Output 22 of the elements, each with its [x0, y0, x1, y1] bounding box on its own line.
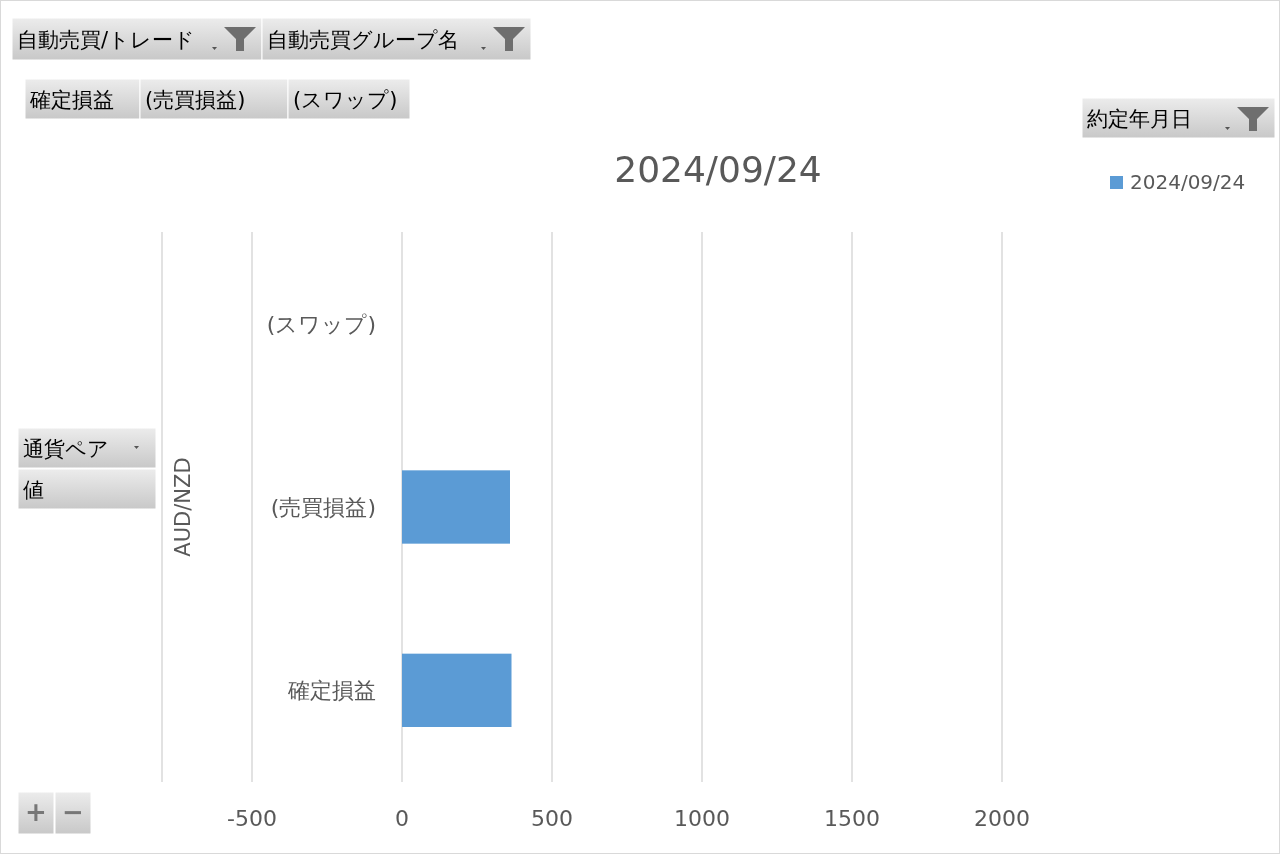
text: +: [25, 797, 47, 827]
legend-label: 2024/09/24: [1130, 170, 1246, 194]
text: (スワップ): [293, 88, 398, 112]
text: −: [62, 797, 84, 827]
x-tick-label: 500: [531, 806, 573, 831]
x-tick-label: -500: [227, 806, 277, 831]
x-tick-label: 1500: [824, 806, 880, 831]
text: 値: [23, 478, 44, 502]
y-tick-label: 確定損益: [287, 678, 376, 704]
x-tick-label: 0: [395, 806, 409, 831]
y-tick-label: (スワップ): [266, 311, 376, 337]
text: (売買損益): [145, 88, 246, 112]
text: 自動売買/トレード: [17, 28, 196, 52]
text: 確定損益: [29, 88, 114, 112]
text: 約定年月日: [1087, 107, 1192, 131]
x-tick-label: 2000: [974, 806, 1030, 831]
y-axis-title: AUD/NZD: [171, 457, 195, 557]
text: 自動売買グループ名: [267, 28, 459, 52]
x-tick-label: 1000: [674, 806, 730, 831]
y-tick-label: (売買損益): [270, 495, 376, 520]
chart-title: 2024/09/24: [614, 149, 822, 190]
text: 通貨ペア: [23, 437, 109, 461]
